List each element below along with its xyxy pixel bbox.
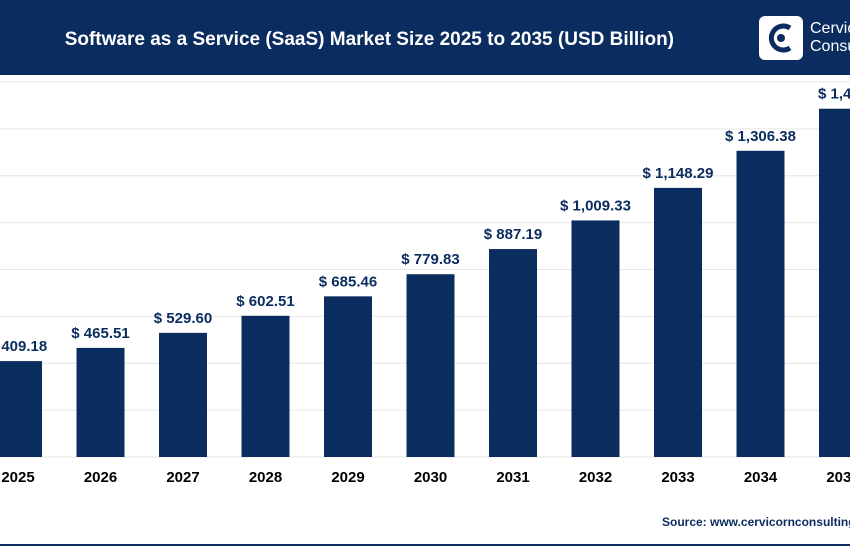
bar <box>0 361 42 457</box>
x-tick-label: 2033 <box>661 469 694 486</box>
bar <box>76 347 125 457</box>
bar <box>654 187 702 457</box>
value-label: $ 602.51 <box>236 293 294 310</box>
x-tick-label: 2029 <box>331 469 364 486</box>
value-label: $ 1,486 <box>818 86 850 103</box>
bar <box>324 296 372 457</box>
x-tick-label: 2035 <box>826 469 850 486</box>
value-label: $ 529.60 <box>154 310 212 327</box>
value-label: $ 1,148.29 <box>643 165 714 182</box>
bar <box>406 274 455 457</box>
bar <box>159 332 207 457</box>
value-label: $ 887.19 <box>484 226 542 243</box>
chart-title: Software as a Service (SaaS) Market Size… <box>65 29 674 50</box>
value-label: $ 465.51 <box>71 325 129 342</box>
logo-dot <box>777 34 785 42</box>
bar <box>241 315 290 457</box>
logo-text: Cervicorn <box>810 20 850 37</box>
value-label: $ 1,009.33 <box>560 197 631 214</box>
value-label: $ 779.83 <box>401 251 459 268</box>
x-tick-label: 2027 <box>166 469 199 486</box>
logo-mark <box>768 23 792 53</box>
bar <box>489 249 537 457</box>
x-tick-label: 2034 <box>744 469 778 486</box>
bar <box>571 220 620 457</box>
x-tick-label: 2031 <box>496 469 529 486</box>
x-tick-label: 2025 <box>1 469 34 486</box>
x-tick-label: 2026 <box>84 469 117 486</box>
bar <box>819 108 850 457</box>
logo-text: Consulting <box>810 38 850 55</box>
source-note: Source: www.cervicornconsulting.com <box>662 515 850 529</box>
bar <box>736 150 785 457</box>
value-label: $ 685.46 <box>319 273 377 290</box>
x-tick-label: 2032 <box>579 469 612 486</box>
value-label: $ 1,306.38 <box>725 128 796 145</box>
header-band <box>0 0 850 75</box>
value-label: $ 409.18 <box>0 338 47 355</box>
x-tick-label: 2028 <box>249 469 282 486</box>
x-tick-label: 2030 <box>414 469 447 486</box>
